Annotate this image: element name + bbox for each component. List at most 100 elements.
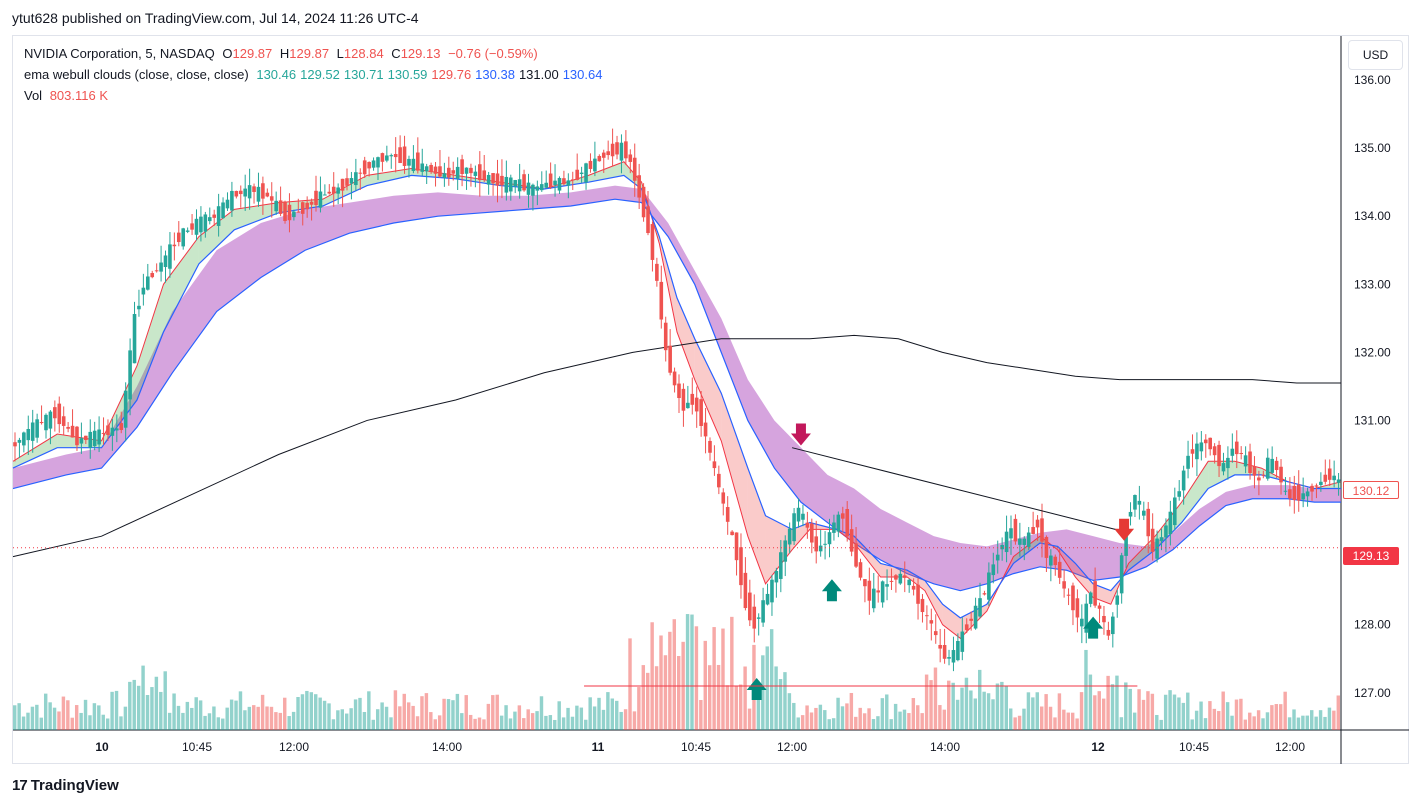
indicator-name[interactable]: ema webull clouds (close, close, close) bbox=[24, 67, 249, 82]
volume-bar bbox=[646, 672, 650, 730]
volume-bar bbox=[429, 712, 433, 730]
candle-body bbox=[278, 200, 283, 214]
volume-bar bbox=[969, 690, 973, 730]
candle-body bbox=[234, 190, 239, 197]
candle-body bbox=[871, 588, 876, 609]
candle-body bbox=[1212, 446, 1217, 456]
candle-body bbox=[26, 428, 31, 441]
volume-bar bbox=[287, 716, 291, 730]
low-value: 128.84 bbox=[343, 46, 384, 61]
volume-bar bbox=[1075, 718, 1079, 730]
candle-body bbox=[818, 545, 823, 552]
candle-body bbox=[1195, 443, 1199, 460]
volume-bar bbox=[677, 656, 681, 730]
candle-body bbox=[628, 154, 633, 162]
tradingview-logo[interactable]: 17 TradingView bbox=[12, 777, 119, 794]
volume-bar bbox=[1190, 719, 1194, 730]
candle-body bbox=[30, 422, 35, 441]
candle-body bbox=[1181, 470, 1186, 491]
candle-body bbox=[495, 173, 500, 186]
candle-body bbox=[1053, 556, 1058, 566]
candle-body bbox=[1274, 460, 1279, 471]
candle-body bbox=[624, 141, 628, 159]
candle-body bbox=[1301, 493, 1305, 500]
volume-bar bbox=[1248, 712, 1252, 730]
candle-body bbox=[1279, 466, 1283, 483]
volume-bar bbox=[743, 666, 747, 730]
candle-body bbox=[593, 158, 597, 172]
candle-body bbox=[230, 190, 234, 211]
candle-body bbox=[938, 644, 942, 649]
candle-body bbox=[168, 244, 172, 269]
candle-body bbox=[743, 572, 748, 609]
volume-bar bbox=[579, 707, 584, 730]
candle-body bbox=[376, 157, 380, 168]
candle-body bbox=[1137, 500, 1142, 505]
candle-body bbox=[283, 201, 287, 221]
candle-body bbox=[681, 388, 686, 411]
volume-bar bbox=[982, 691, 986, 730]
volume-bar bbox=[141, 665, 145, 730]
volume-bar bbox=[858, 707, 862, 730]
candle-body bbox=[699, 399, 703, 426]
candle-body bbox=[1035, 519, 1040, 528]
volume-bar bbox=[818, 704, 823, 730]
candle-body bbox=[1323, 474, 1328, 482]
candle-body bbox=[712, 461, 717, 469]
volume-bar bbox=[504, 705, 508, 730]
candle-body bbox=[916, 584, 920, 604]
ema-cloud-fast-segment bbox=[198, 209, 235, 264]
volume-bar bbox=[517, 705, 522, 730]
candle-body bbox=[416, 152, 420, 171]
candle-body bbox=[1084, 603, 1089, 633]
candle-body bbox=[557, 177, 562, 191]
candle-body bbox=[858, 562, 863, 578]
candle-body bbox=[787, 528, 792, 545]
volume-bar bbox=[1194, 710, 1199, 730]
candle-body bbox=[367, 162, 371, 169]
volume-bar bbox=[920, 713, 924, 730]
chart-frame[interactable] bbox=[12, 35, 1409, 764]
candle-body bbox=[478, 164, 482, 181]
candle-body bbox=[176, 232, 181, 243]
candle-body bbox=[398, 147, 402, 164]
candle-body bbox=[964, 624, 969, 630]
x-tick-label: 12:00 bbox=[777, 740, 807, 754]
candle-body bbox=[314, 190, 318, 206]
volume-bar bbox=[128, 681, 132, 730]
candle-body bbox=[1106, 629, 1111, 636]
candle-body bbox=[393, 154, 398, 158]
volume-bar bbox=[867, 708, 871, 730]
indicator-value: 131.00 bbox=[518, 67, 559, 82]
indicator-value: 130.46 bbox=[256, 67, 297, 82]
candle-body bbox=[163, 255, 168, 268]
candle-body bbox=[150, 273, 155, 278]
symbol-name[interactable]: NVIDIA Corporation, 5, NASDAQ bbox=[24, 46, 215, 61]
volume-bar bbox=[1261, 718, 1265, 730]
volume-bar bbox=[535, 711, 539, 730]
volume-bar bbox=[340, 709, 344, 730]
volume-bar bbox=[1186, 692, 1190, 730]
volume-label[interactable]: Vol bbox=[24, 88, 43, 103]
candle-body bbox=[442, 173, 447, 178]
volume-bar bbox=[641, 665, 646, 730]
candle-body bbox=[1208, 437, 1212, 450]
volume-bar bbox=[247, 706, 252, 730]
candle-body bbox=[1146, 508, 1151, 537]
volume-bar bbox=[455, 693, 460, 730]
volume-bar bbox=[628, 638, 632, 730]
indicator-values: 130.46 129.52 130.71 130.59 129.76 130.38 131.… bbox=[256, 67, 606, 82]
volume-bar bbox=[584, 719, 588, 730]
currency-button[interactable]: USD bbox=[1348, 40, 1403, 70]
ema-cloud-fast-segment bbox=[101, 365, 137, 448]
x-tick-label: 10:45 bbox=[182, 740, 212, 754]
candle-body bbox=[854, 543, 858, 567]
candle-body bbox=[973, 605, 978, 629]
ema-cloud-fast-segment bbox=[942, 604, 961, 639]
candle-body bbox=[296, 211, 301, 213]
candle-body bbox=[721, 492, 726, 504]
volume-bar bbox=[79, 712, 83, 730]
volume-bar bbox=[1177, 697, 1181, 730]
volume-bar bbox=[823, 710, 827, 730]
